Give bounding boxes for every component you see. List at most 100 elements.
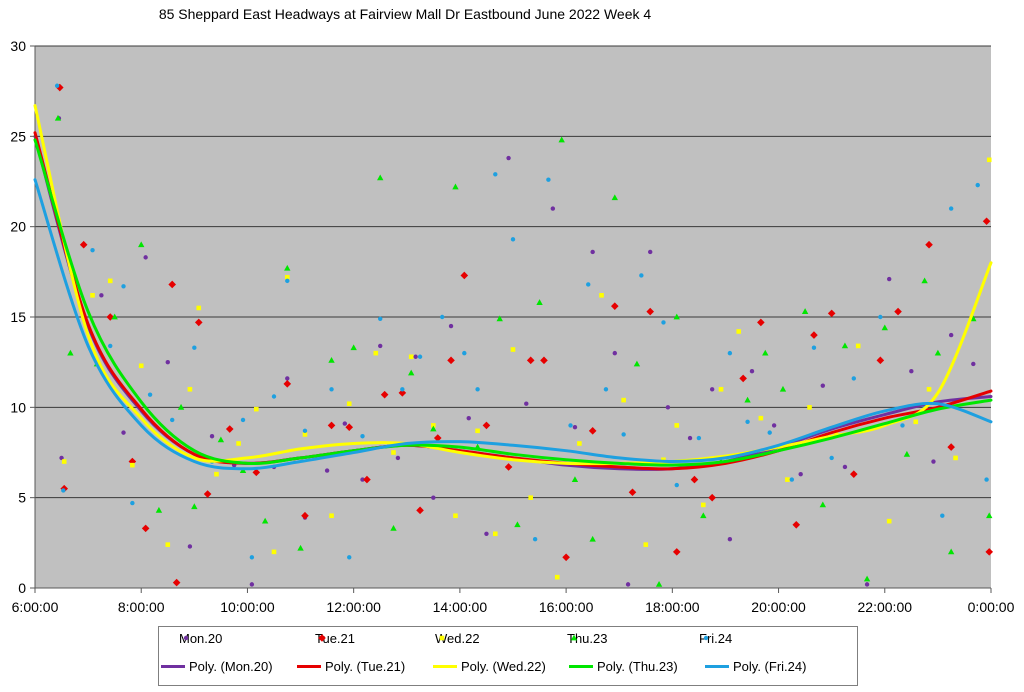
data-point	[628, 488, 637, 497]
data-point	[727, 537, 733, 542]
data-point	[603, 387, 609, 392]
data-point	[590, 249, 595, 255]
data-point	[347, 555, 352, 560]
data-point	[177, 403, 185, 410]
data-point	[130, 500, 135, 506]
data-point	[771, 423, 777, 428]
legend-marker	[570, 634, 578, 641]
x-tick-label: 18:00:00	[645, 599, 700, 615]
data-point	[921, 277, 928, 284]
data-point	[841, 342, 849, 349]
data-point	[107, 278, 113, 284]
data-point	[894, 307, 902, 316]
data-point	[510, 237, 516, 242]
data-point	[447, 356, 455, 365]
data-point	[417, 354, 423, 359]
data-point	[655, 580, 663, 587]
data-point	[562, 553, 570, 562]
data-point	[431, 495, 436, 500]
legend-item: Poly. (Tue.21)	[297, 659, 405, 674]
y-tick-label: 30	[10, 38, 26, 54]
data-point	[970, 315, 977, 322]
data-point	[99, 293, 104, 298]
data-point	[240, 417, 246, 423]
data-point	[986, 157, 992, 163]
legend-item: Poly. (Thu.23)	[569, 659, 678, 674]
x-tick-label: 0:00:00	[968, 599, 1015, 615]
data-point	[851, 376, 856, 381]
x-tick-label: 12:00:00	[326, 599, 381, 615]
data-point	[514, 521, 521, 528]
data-point	[767, 430, 772, 435]
data-point	[586, 282, 591, 287]
data-point	[408, 354, 414, 360]
data-point	[108, 343, 113, 349]
legend-item: Poly. (Wed.22)	[433, 659, 546, 674]
data-point	[433, 434, 442, 442]
data-point	[758, 415, 764, 421]
x-tick-label: 20:00:00	[751, 599, 806, 615]
trendline-4	[33, 138, 993, 467]
data-point	[209, 434, 215, 439]
data-point	[302, 432, 308, 437]
data-point	[493, 172, 498, 177]
data-point	[363, 475, 371, 484]
data-point	[484, 531, 489, 536]
data-point	[342, 421, 348, 426]
legend-marker	[318, 634, 326, 642]
y-tick-label: 20	[10, 219, 26, 235]
data-point	[187, 544, 193, 549]
data-point	[701, 502, 706, 508]
y-tick-label: 0	[18, 580, 26, 596]
data-point	[736, 329, 742, 334]
data-point	[829, 455, 834, 461]
legend-symbol	[570, 634, 578, 641]
data-point	[727, 350, 733, 356]
data-point	[661, 457, 666, 463]
data-point	[380, 390, 389, 399]
data-point	[577, 441, 582, 446]
data-point	[452, 183, 459, 190]
data-point	[690, 475, 699, 484]
data-point	[811, 345, 817, 350]
data-point	[550, 206, 556, 211]
data-point	[985, 548, 994, 556]
data-point	[191, 503, 198, 510]
data-point	[271, 549, 277, 555]
data-point	[948, 206, 954, 211]
data-point	[611, 194, 618, 201]
legend-symbol	[183, 635, 189, 641]
data-point	[984, 477, 989, 482]
legend-item: Poly. (Fri.24)	[705, 659, 806, 674]
data-point	[909, 369, 914, 374]
data-point	[887, 276, 892, 282]
data-point	[568, 423, 573, 428]
data-point	[546, 177, 551, 182]
legend: Mon.20 Tue.21 Wed.22 Thu.23 Fri.24 Poly. (Mo…	[158, 626, 858, 686]
data-point	[327, 421, 336, 430]
data-point	[661, 320, 666, 325]
legend-line	[433, 665, 457, 668]
legend-label: Poly. (Wed.22)	[461, 659, 546, 674]
legend-line	[569, 665, 593, 668]
data-point	[448, 323, 454, 329]
data-point	[360, 477, 365, 482]
legend-label: Wed.22	[435, 631, 480, 646]
data-point	[876, 356, 885, 365]
data-point	[236, 441, 241, 446]
data-point	[687, 435, 693, 441]
data-point	[192, 345, 197, 350]
data-point	[599, 293, 604, 298]
data-point	[621, 397, 626, 403]
x-tick-label: 8:00:00	[118, 599, 165, 615]
data-point	[643, 542, 649, 547]
data-point	[646, 307, 655, 316]
legend-item: Tue.21	[315, 631, 355, 646]
data-point	[739, 374, 747, 383]
y-tick-label: 10	[10, 399, 26, 415]
series-3	[61, 157, 992, 580]
legend-item: Mon.20	[179, 631, 222, 646]
data-point	[648, 249, 653, 255]
data-point	[610, 302, 619, 310]
data-point	[61, 488, 66, 493]
